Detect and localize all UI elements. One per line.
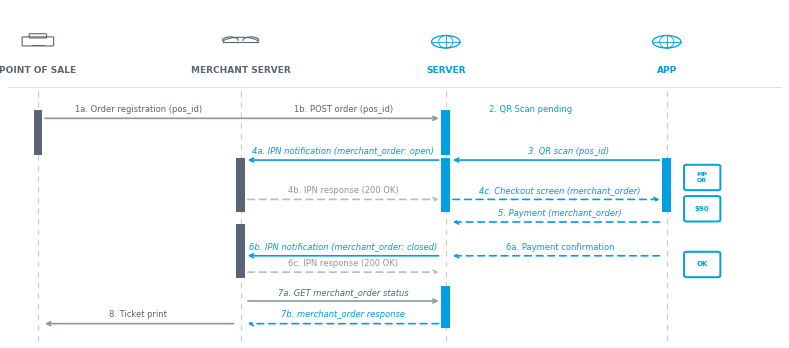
- Text: 5. Payment (merchant_order): 5. Payment (merchant_order): [499, 209, 622, 218]
- Text: $90: $90: [695, 206, 709, 212]
- Text: SERVER: SERVER: [426, 66, 466, 75]
- Bar: [441, 110, 450, 155]
- Text: 6a. Payment confirmation: 6a. Payment confirmation: [506, 243, 615, 252]
- Bar: [33, 110, 43, 155]
- Text: 1a. Order registration (pos_id): 1a. Order registration (pos_id): [74, 105, 202, 114]
- Text: 4a. IPN notification (merchant_order: open): 4a. IPN notification (merchant_order: op…: [252, 147, 434, 156]
- Text: 4c. Checkout screen (merchant_order): 4c. Checkout screen (merchant_order): [480, 186, 641, 195]
- Bar: [441, 286, 450, 328]
- Text: 7a. GET merchant_order status: 7a. GET merchant_order status: [278, 288, 409, 297]
- Bar: [662, 158, 671, 212]
- Text: 2. QR Scan pending: 2. QR Scan pending: [489, 105, 572, 114]
- Text: POINT OF SALE: POINT OF SALE: [0, 66, 77, 75]
- Text: 8. Ticket print: 8. Ticket print: [109, 310, 167, 319]
- Bar: [237, 158, 245, 212]
- Text: OK: OK: [697, 261, 708, 268]
- Text: MP
QR: MP QR: [697, 172, 708, 183]
- Text: 6c. IPN response (200 OK): 6c. IPN response (200 OK): [288, 259, 398, 268]
- Bar: [441, 158, 450, 212]
- Text: APP: APP: [656, 66, 677, 75]
- Text: 7b. merchant_order response: 7b. merchant_order response: [281, 310, 406, 319]
- Text: 4b. IPN response (200 OK): 4b. IPN response (200 OK): [288, 186, 398, 195]
- Text: 3. QR scan (pos_id): 3. QR scan (pos_id): [528, 147, 608, 156]
- Text: 1b. POST order (pos_id): 1b. POST order (pos_id): [294, 105, 393, 114]
- Text: 6b. IPN notification (merchant_order: closed): 6b. IPN notification (merchant_order: cl…: [249, 243, 437, 252]
- Bar: [237, 224, 245, 278]
- Text: MERCHANT SERVER: MERCHANT SERVER: [191, 66, 290, 75]
